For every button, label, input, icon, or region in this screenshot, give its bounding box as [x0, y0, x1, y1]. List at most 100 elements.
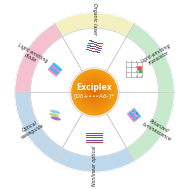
Circle shape	[74, 71, 115, 113]
Circle shape	[91, 88, 98, 96]
FancyBboxPatch shape	[87, 45, 91, 46]
FancyBboxPatch shape	[91, 137, 95, 138]
FancyBboxPatch shape	[86, 140, 89, 141]
Circle shape	[73, 70, 116, 114]
FancyBboxPatch shape	[131, 71, 132, 73]
Circle shape	[15, 13, 174, 172]
FancyBboxPatch shape	[86, 133, 89, 134]
Circle shape	[88, 85, 101, 99]
FancyBboxPatch shape	[125, 66, 127, 68]
FancyBboxPatch shape	[91, 133, 95, 134]
FancyBboxPatch shape	[97, 142, 100, 143]
FancyBboxPatch shape	[91, 135, 95, 136]
Text: Nonlinear optical: Nonlinear optical	[92, 145, 97, 186]
FancyBboxPatch shape	[90, 48, 93, 49]
FancyBboxPatch shape	[100, 137, 103, 138]
FancyBboxPatch shape	[89, 50, 92, 51]
Wedge shape	[55, 13, 134, 37]
FancyBboxPatch shape	[97, 137, 100, 138]
Text: Light-emitting
transistor: Light-emitting transistor	[141, 43, 175, 69]
Circle shape	[75, 73, 114, 112]
FancyBboxPatch shape	[94, 44, 97, 45]
FancyBboxPatch shape	[136, 61, 137, 63]
FancyBboxPatch shape	[100, 43, 103, 44]
FancyBboxPatch shape	[94, 135, 98, 136]
Text: Organic laser: Organic laser	[92, 3, 97, 35]
Circle shape	[81, 79, 108, 106]
FancyBboxPatch shape	[136, 76, 137, 78]
Circle shape	[84, 82, 105, 102]
FancyBboxPatch shape	[97, 52, 100, 53]
Text: Optical
waveguide: Optical waveguide	[17, 118, 45, 140]
FancyBboxPatch shape	[89, 142, 92, 143]
Circle shape	[85, 83, 104, 102]
FancyBboxPatch shape	[94, 51, 98, 52]
FancyBboxPatch shape	[98, 48, 102, 49]
Text: Polarized
luminescence: Polarized luminescence	[141, 116, 175, 142]
FancyBboxPatch shape	[141, 61, 143, 63]
Circle shape	[86, 84, 103, 101]
Circle shape	[79, 77, 110, 108]
Circle shape	[74, 72, 115, 113]
FancyBboxPatch shape	[100, 135, 103, 136]
Circle shape	[93, 91, 96, 94]
FancyBboxPatch shape	[125, 61, 127, 63]
FancyBboxPatch shape	[95, 49, 98, 50]
Circle shape	[84, 81, 105, 103]
Circle shape	[78, 76, 111, 109]
FancyBboxPatch shape	[125, 76, 127, 78]
FancyBboxPatch shape	[92, 51, 95, 52]
FancyBboxPatch shape	[86, 49, 89, 50]
FancyBboxPatch shape	[91, 41, 94, 42]
Circle shape	[81, 78, 108, 106]
Circle shape	[89, 87, 100, 98]
Circle shape	[77, 74, 112, 110]
FancyBboxPatch shape	[97, 140, 100, 141]
FancyBboxPatch shape	[141, 76, 143, 78]
Circle shape	[88, 86, 101, 99]
FancyBboxPatch shape	[94, 140, 98, 141]
FancyBboxPatch shape	[93, 46, 96, 47]
FancyBboxPatch shape	[89, 140, 92, 141]
FancyBboxPatch shape	[91, 140, 95, 141]
FancyBboxPatch shape	[89, 137, 92, 138]
Circle shape	[92, 90, 97, 95]
FancyBboxPatch shape	[89, 133, 92, 134]
FancyBboxPatch shape	[131, 61, 132, 63]
FancyBboxPatch shape	[97, 135, 100, 136]
Wedge shape	[55, 148, 134, 172]
FancyBboxPatch shape	[94, 142, 98, 143]
FancyBboxPatch shape	[100, 133, 103, 134]
FancyBboxPatch shape	[91, 43, 94, 44]
Circle shape	[91, 89, 98, 95]
Circle shape	[82, 80, 107, 105]
FancyBboxPatch shape	[86, 137, 89, 138]
FancyBboxPatch shape	[136, 117, 138, 119]
Circle shape	[90, 88, 99, 97]
Circle shape	[80, 77, 109, 107]
FancyBboxPatch shape	[100, 140, 103, 141]
FancyBboxPatch shape	[94, 137, 98, 138]
Wedge shape	[127, 92, 174, 161]
FancyBboxPatch shape	[100, 142, 103, 143]
Text: [Dδ+•••Aδ-]*: [Dδ+•••Aδ-]*	[74, 93, 115, 98]
Ellipse shape	[49, 113, 59, 117]
FancyBboxPatch shape	[136, 66, 137, 68]
FancyBboxPatch shape	[96, 47, 99, 48]
FancyBboxPatch shape	[132, 110, 134, 112]
Circle shape	[83, 81, 106, 104]
Wedge shape	[15, 23, 62, 92]
FancyBboxPatch shape	[92, 49, 95, 50]
FancyBboxPatch shape	[97, 133, 100, 134]
Text: Exciplex: Exciplex	[77, 83, 112, 92]
FancyBboxPatch shape	[89, 40, 92, 41]
FancyBboxPatch shape	[96, 45, 99, 46]
FancyBboxPatch shape	[131, 66, 132, 68]
FancyBboxPatch shape	[141, 71, 143, 73]
FancyBboxPatch shape	[136, 112, 138, 115]
FancyBboxPatch shape	[131, 76, 132, 78]
Circle shape	[77, 75, 112, 109]
FancyBboxPatch shape	[87, 47, 90, 48]
Ellipse shape	[51, 116, 61, 121]
FancyBboxPatch shape	[94, 133, 98, 134]
